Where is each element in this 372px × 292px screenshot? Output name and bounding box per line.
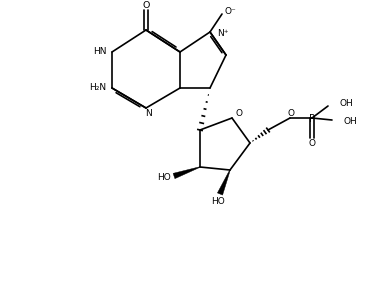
Text: OH: OH [340,100,354,109]
Text: HO: HO [157,173,171,182]
Text: N: N [145,110,151,119]
Text: H₂N: H₂N [89,84,106,93]
Text: OH: OH [344,117,358,126]
Text: P: P [309,114,315,124]
Polygon shape [173,167,200,179]
Text: HO: HO [211,197,225,206]
Text: HN: HN [93,48,107,56]
Text: O: O [308,138,315,147]
Text: O: O [235,110,243,119]
Text: O⁻: O⁻ [224,6,236,15]
Text: O: O [142,1,150,11]
Text: N⁺: N⁺ [217,29,228,37]
Polygon shape [217,170,230,195]
Text: O: O [288,110,295,119]
